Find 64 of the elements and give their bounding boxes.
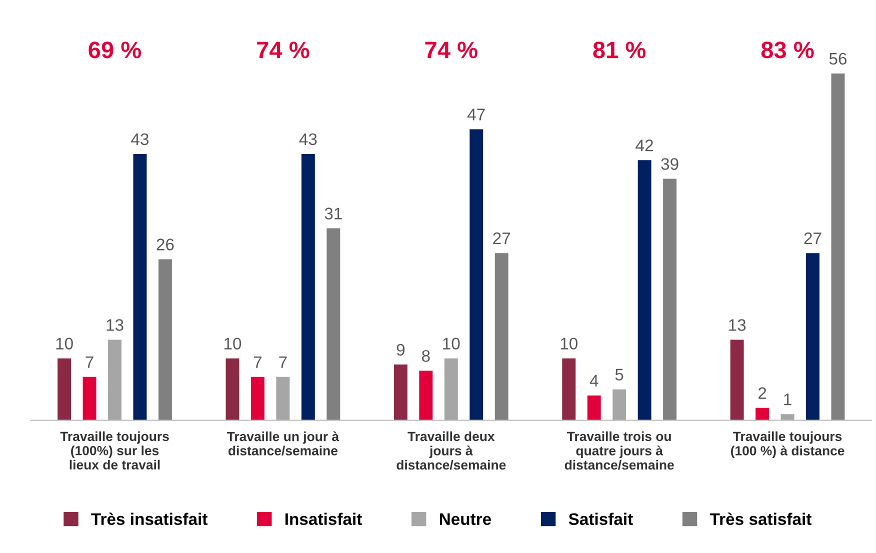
legend-label: Très satisfait (710, 512, 812, 526)
bar (301, 154, 315, 420)
bar (470, 129, 484, 420)
text: 74 % (257, 42, 310, 58)
data-label: 27 (493, 232, 510, 244)
bar (226, 358, 240, 420)
data-label: 43 (299, 133, 317, 146)
data-label: 39 (661, 158, 678, 170)
bar (82, 376, 96, 420)
bar (444, 358, 458, 420)
data-label: 10 (560, 338, 578, 350)
data-label: 42 (636, 140, 653, 152)
data-label: 4 (590, 375, 598, 386)
text: 74 % (425, 42, 478, 58)
data-label: 9 (396, 344, 405, 356)
data-label: 2 (758, 387, 766, 399)
bar (133, 154, 147, 420)
x-tick-label: Travaille toujours (100%) sur les lieux de travail (60, 431, 169, 470)
bar (756, 408, 770, 420)
data-label: 31 (324, 208, 342, 220)
data-label: 10 (443, 338, 460, 350)
data-label: 7 (86, 356, 94, 368)
text: 69 % (88, 42, 142, 58)
x-tick-label: Travaille toujours (100 %) à distance (730, 431, 844, 458)
bar (638, 160, 652, 420)
text: 81 % (593, 42, 646, 58)
x-tick-label: Travaille un jour à distance/semaine (227, 431, 340, 456)
bar (730, 340, 744, 420)
data-label: 7 (279, 356, 287, 368)
data-label: 5 (615, 368, 624, 380)
data-label: 47 (467, 108, 485, 120)
bar (326, 228, 340, 420)
bar (831, 73, 845, 420)
bar (587, 396, 601, 420)
data-label: 1 (784, 394, 792, 406)
legend-label: Satisfait (568, 512, 633, 526)
bar (276, 376, 290, 420)
data-label: 27 (804, 232, 822, 244)
data-label: 13 (729, 319, 746, 331)
data-label: 13 (106, 319, 124, 331)
bar (394, 364, 408, 420)
bar (562, 358, 576, 420)
legend-label: Neutre (440, 513, 492, 526)
data-label: 26 (156, 238, 174, 250)
data-label: 8 (422, 350, 430, 362)
legend-label: Très insatisfait (91, 512, 208, 526)
data-label: 56 (829, 52, 847, 65)
data-label: 10 (224, 338, 242, 350)
text: 83 % (761, 42, 814, 58)
bar (494, 253, 508, 420)
bar (806, 253, 820, 420)
bar (250, 376, 264, 420)
x-tick-label: Travaille trois ou quatre jours à distance/semaine (564, 431, 674, 470)
data-label: 43 (131, 133, 149, 146)
bar (419, 370, 433, 420)
bar (663, 178, 677, 420)
data-label: 7 (254, 356, 262, 368)
bar (612, 389, 626, 420)
legend-label: Insatisfait (285, 512, 362, 526)
bar (108, 340, 122, 420)
data-label: 10 (56, 338, 73, 350)
x-tick-label: Travaille deux jours à distance/semaine (396, 431, 506, 470)
bar (158, 259, 172, 420)
bar (58, 358, 72, 420)
